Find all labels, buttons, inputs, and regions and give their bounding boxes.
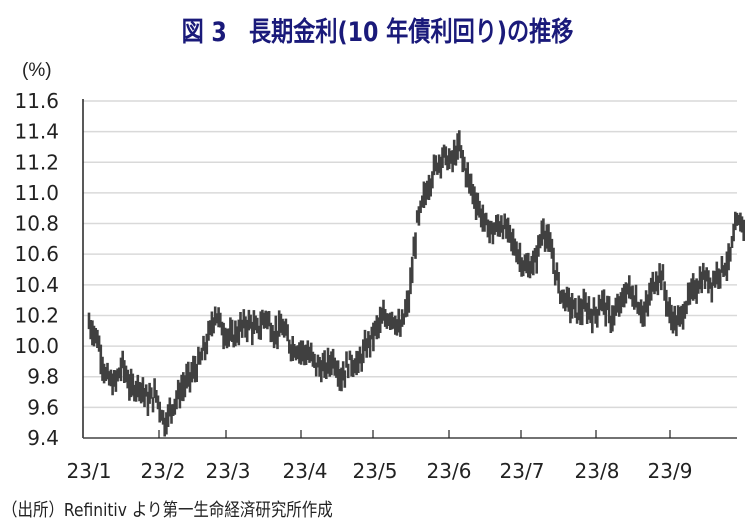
x-tick-label: 23/1 (67, 459, 112, 483)
y-tick-label: 10.0 (14, 334, 59, 358)
y-tick-label: 11.6 (14, 89, 59, 113)
x-axis-ticks: 23/1 23/2 23/3 23/4 23/5 23/6 23/7 23/8 23/9 (67, 430, 693, 483)
x-tick-label: 23/8 (575, 459, 620, 483)
y-tick-label: 11.0 (14, 181, 59, 205)
y-tick-label: 9.8 (27, 365, 59, 389)
y-tick-label: 9.6 (27, 395, 59, 419)
y-tick-label: 11.2 (14, 150, 59, 174)
x-tick-label: 23/5 (353, 459, 398, 483)
x-tick-label: 23/2 (141, 459, 186, 483)
x-tick-label: 23/9 (648, 459, 693, 483)
y-tick-label: 10.2 (14, 303, 59, 327)
y-tick-label: 10.6 (14, 242, 59, 266)
yield-line (87, 130, 745, 437)
y-tick-label: 10.4 (14, 273, 59, 297)
x-tick-label: 23/7 (500, 459, 545, 483)
x-tick-label: 23/4 (283, 459, 328, 483)
y-axis-ticks: 11.6 11.4 11.2 11.0 10.8 10.6 10.4 10.2 10.0 9.8 9… (14, 89, 59, 450)
y-axis-unit-label: (%) (22, 60, 52, 81)
chart-title: 図 3 長期金利(10 年債利回り)の推移 (181, 17, 574, 48)
x-tick-label: 23/3 (206, 459, 251, 483)
y-tick-label: 11.4 (14, 120, 59, 144)
yield-series (87, 130, 745, 437)
axes (82, 99, 737, 439)
x-tick-label: 23/6 (427, 459, 472, 483)
y-tick-label: 10.8 (14, 212, 59, 236)
source-note: （出所）Refinitiv より第一生命経済研究所作成 (2, 500, 333, 521)
y-tick-label: 9.4 (27, 426, 59, 450)
gridlines (83, 100, 737, 409)
